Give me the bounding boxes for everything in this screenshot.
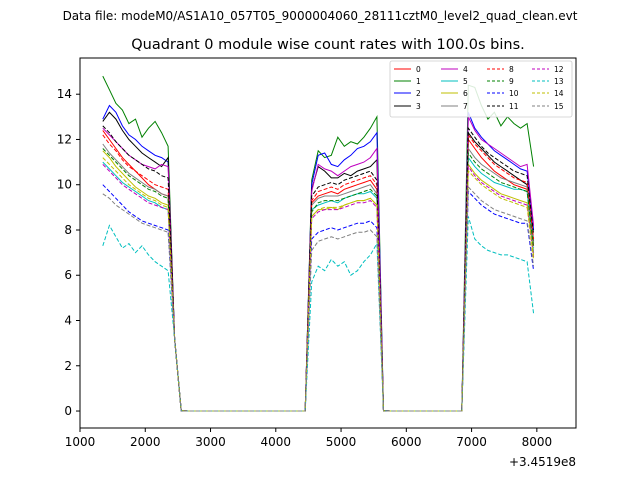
x-tick-label: 5000 xyxy=(326,435,357,449)
legend-label-6: 6 xyxy=(463,89,468,98)
legend-label-9: 9 xyxy=(509,77,514,86)
y-tick-label: 6 xyxy=(64,268,72,282)
legend-box xyxy=(389,60,573,118)
legend-label-14: 14 xyxy=(554,89,564,98)
y-tick-label: 0 xyxy=(64,404,72,418)
legend-label-12: 12 xyxy=(554,65,564,74)
x-tick-label: 8000 xyxy=(522,435,553,449)
legend-label-0: 0 xyxy=(416,65,421,74)
y-tick-label: 14 xyxy=(57,87,72,101)
legend-label-8: 8 xyxy=(509,65,514,74)
plot-area xyxy=(80,58,576,428)
y-axis: 0 2 4 6 8 10 12 14 xyxy=(57,87,80,418)
legend-label-10: 10 xyxy=(509,89,519,98)
legend-label-13: 13 xyxy=(554,77,564,86)
data-file-suptitle: Data file: modeM0/AS1A10_057T05_90000040… xyxy=(63,9,578,23)
x-tick-label: 6000 xyxy=(391,435,422,449)
x-offset-label: +3.4519e8 xyxy=(509,455,576,469)
plot-frame xyxy=(79,57,577,429)
x-tick-label: 2000 xyxy=(130,435,161,449)
x-axis: 1000 2000 3000 4000 5000 6000 7000 8000 xyxy=(65,428,552,449)
y-tick-label: 4 xyxy=(64,314,72,328)
y-tick-label: 2 xyxy=(64,359,72,373)
series-line-15 xyxy=(102,185,535,412)
y-tick-label: 8 xyxy=(64,223,72,237)
x-tick-label: 1000 xyxy=(65,435,96,449)
legend-label-5: 5 xyxy=(463,77,468,86)
series-line-10 xyxy=(102,184,535,412)
x-tick-label: 3000 xyxy=(195,435,226,449)
legend-label-2: 2 xyxy=(416,89,421,98)
legend-label-3: 3 xyxy=(416,102,421,111)
legend-label-11: 11 xyxy=(509,102,519,111)
y-tick-label: 10 xyxy=(57,178,72,192)
x-tick-label: 7000 xyxy=(456,435,487,449)
series-line-12 xyxy=(102,164,535,412)
x-tick-label: 4000 xyxy=(261,435,292,449)
series-lines xyxy=(102,75,535,412)
legend-label-15: 15 xyxy=(554,102,564,111)
legend-label-1: 1 xyxy=(416,77,421,86)
legend-label-7: 7 xyxy=(463,102,468,111)
legend-label-4: 4 xyxy=(463,65,468,74)
chart-title: Quadrant 0 module wise count rates with … xyxy=(131,37,525,53)
y-tick-label: 12 xyxy=(57,132,72,146)
